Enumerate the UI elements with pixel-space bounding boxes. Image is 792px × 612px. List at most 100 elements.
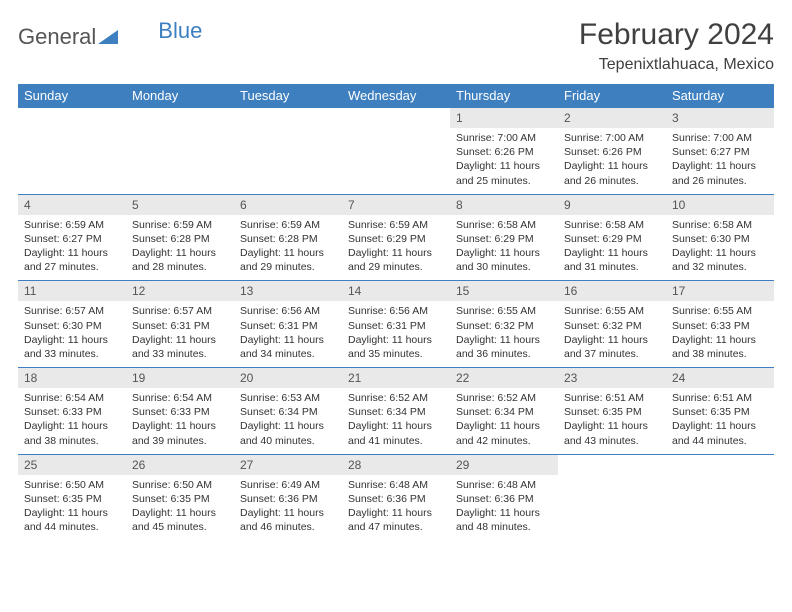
day-info: Sunrise: 6:59 AMSunset: 6:27 PMDaylight:… [18, 215, 126, 281]
calendar-day-cell: 21Sunrise: 6:52 AMSunset: 6:34 PMDayligh… [342, 368, 450, 455]
day-info: Sunrise: 6:50 AMSunset: 6:35 PMDaylight:… [18, 475, 126, 541]
calendar-day-cell: 27Sunrise: 6:49 AMSunset: 6:36 PMDayligh… [234, 454, 342, 540]
day-number: 28 [342, 455, 450, 475]
calendar-day-cell: 12Sunrise: 6:57 AMSunset: 6:31 PMDayligh… [126, 281, 234, 368]
day-number: 22 [450, 368, 558, 388]
day-info: Sunrise: 6:59 AMSunset: 6:28 PMDaylight:… [234, 215, 342, 281]
day-number: 17 [666, 281, 774, 301]
day-number: 9 [558, 195, 666, 215]
day-number: 23 [558, 368, 666, 388]
day-info: Sunrise: 6:51 AMSunset: 6:35 PMDaylight:… [558, 388, 666, 454]
day-number: 3 [666, 108, 774, 128]
day-info: Sunrise: 6:55 AMSunset: 6:32 PMDaylight:… [450, 301, 558, 367]
day-info: Sunrise: 6:57 AMSunset: 6:31 PMDaylight:… [126, 301, 234, 367]
calendar-day-cell: 10Sunrise: 6:58 AMSunset: 6:30 PMDayligh… [666, 194, 774, 281]
day-info: Sunrise: 6:52 AMSunset: 6:34 PMDaylight:… [450, 388, 558, 454]
day-number: 5 [126, 195, 234, 215]
day-number: 16 [558, 281, 666, 301]
calendar-day-cell: 11Sunrise: 6:57 AMSunset: 6:30 PMDayligh… [18, 281, 126, 368]
calendar-day-cell: 6Sunrise: 6:59 AMSunset: 6:28 PMDaylight… [234, 194, 342, 281]
day-info: Sunrise: 6:59 AMSunset: 6:28 PMDaylight:… [126, 215, 234, 281]
day-info: Sunrise: 6:58 AMSunset: 6:29 PMDaylight:… [450, 215, 558, 281]
brand-part2: Blue [158, 18, 202, 44]
calendar-week-row: . . . . 1Sunrise: 7:00 AMSunset: 6:26 PM… [18, 108, 774, 195]
calendar-day-cell: 29Sunrise: 6:48 AMSunset: 6:36 PMDayligh… [450, 454, 558, 540]
day-info: Sunrise: 6:55 AMSunset: 6:33 PMDaylight:… [666, 301, 774, 367]
day-info: Sunrise: 6:51 AMSunset: 6:35 PMDaylight:… [666, 388, 774, 454]
calendar-day-cell: 2Sunrise: 7:00 AMSunset: 6:26 PMDaylight… [558, 108, 666, 195]
calendar-day-cell: 22Sunrise: 6:52 AMSunset: 6:34 PMDayligh… [450, 368, 558, 455]
day-number: 4 [18, 195, 126, 215]
day-number: 20 [234, 368, 342, 388]
calendar-day-cell: 5Sunrise: 6:59 AMSunset: 6:28 PMDaylight… [126, 194, 234, 281]
location-subtitle: Tepenixtlahuaca, Mexico [579, 56, 774, 74]
calendar-day-cell: 19Sunrise: 6:54 AMSunset: 6:33 PMDayligh… [126, 368, 234, 455]
calendar-day-cell: . [18, 108, 126, 195]
calendar-day-cell: 17Sunrise: 6:55 AMSunset: 6:33 PMDayligh… [666, 281, 774, 368]
day-number: 24 [666, 368, 774, 388]
day-number: 8 [450, 195, 558, 215]
day-number: 1 [450, 108, 558, 128]
day-info: Sunrise: 7:00 AMSunset: 6:26 PMDaylight:… [450, 128, 558, 194]
calendar-week-row: 25Sunrise: 6:50 AMSunset: 6:35 PMDayligh… [18, 454, 774, 540]
day-number: 10 [666, 195, 774, 215]
calendar-body: . . . . 1Sunrise: 7:00 AMSunset: 6:26 PM… [18, 108, 774, 541]
header: General Blue February 2024 Tepenixtlahua… [18, 18, 774, 74]
day-info: Sunrise: 6:48 AMSunset: 6:36 PMDaylight:… [342, 475, 450, 541]
day-info: Sunrise: 6:50 AMSunset: 6:35 PMDaylight:… [126, 475, 234, 541]
day-number: 18 [18, 368, 126, 388]
calendar-day-cell: 7Sunrise: 6:59 AMSunset: 6:29 PMDaylight… [342, 194, 450, 281]
calendar-day-cell: 25Sunrise: 6:50 AMSunset: 6:35 PMDayligh… [18, 454, 126, 540]
calendar-table: SundayMondayTuesdayWednesdayThursdayFrid… [18, 84, 774, 540]
calendar-week-row: 4Sunrise: 6:59 AMSunset: 6:27 PMDaylight… [18, 194, 774, 281]
calendar-day-cell: 23Sunrise: 6:51 AMSunset: 6:35 PMDayligh… [558, 368, 666, 455]
calendar-day-cell: 28Sunrise: 6:48 AMSunset: 6:36 PMDayligh… [342, 454, 450, 540]
calendar-day-cell: 8Sunrise: 6:58 AMSunset: 6:29 PMDaylight… [450, 194, 558, 281]
day-number: 14 [342, 281, 450, 301]
calendar-day-cell: 9Sunrise: 6:58 AMSunset: 6:29 PMDaylight… [558, 194, 666, 281]
day-info: Sunrise: 6:59 AMSunset: 6:29 PMDaylight:… [342, 215, 450, 281]
calendar-day-cell: 15Sunrise: 6:55 AMSunset: 6:32 PMDayligh… [450, 281, 558, 368]
weekday-header: Wednesday [342, 84, 450, 108]
page-title: February 2024 [579, 18, 774, 52]
day-info: Sunrise: 6:52 AMSunset: 6:34 PMDaylight:… [342, 388, 450, 454]
day-number: 12 [126, 281, 234, 301]
weekday-header: Friday [558, 84, 666, 108]
day-info: Sunrise: 7:00 AMSunset: 6:27 PMDaylight:… [666, 128, 774, 194]
day-number: 15 [450, 281, 558, 301]
calendar-day-cell: 4Sunrise: 6:59 AMSunset: 6:27 PMDaylight… [18, 194, 126, 281]
day-info: Sunrise: 6:56 AMSunset: 6:31 PMDaylight:… [342, 301, 450, 367]
day-number: 27 [234, 455, 342, 475]
weekday-header: Sunday [18, 84, 126, 108]
calendar-day-cell: 20Sunrise: 6:53 AMSunset: 6:34 PMDayligh… [234, 368, 342, 455]
day-info: Sunrise: 6:54 AMSunset: 6:33 PMDaylight:… [18, 388, 126, 454]
calendar-day-cell: 16Sunrise: 6:55 AMSunset: 6:32 PMDayligh… [558, 281, 666, 368]
weekday-header: Saturday [666, 84, 774, 108]
day-info: Sunrise: 6:56 AMSunset: 6:31 PMDaylight:… [234, 301, 342, 367]
day-info: Sunrise: 6:48 AMSunset: 6:36 PMDaylight:… [450, 475, 558, 541]
calendar-day-cell: 26Sunrise: 6:50 AMSunset: 6:35 PMDayligh… [126, 454, 234, 540]
day-number: 26 [126, 455, 234, 475]
weekday-header: Monday [126, 84, 234, 108]
calendar-day-cell: . [234, 108, 342, 195]
day-info: Sunrise: 6:57 AMSunset: 6:30 PMDaylight:… [18, 301, 126, 367]
calendar-day-cell: . [342, 108, 450, 195]
day-number: 11 [18, 281, 126, 301]
day-number: 6 [234, 195, 342, 215]
calendar-day-cell: 3Sunrise: 7:00 AMSunset: 6:27 PMDaylight… [666, 108, 774, 195]
calendar-day-cell: . [126, 108, 234, 195]
calendar-day-cell: 14Sunrise: 6:56 AMSunset: 6:31 PMDayligh… [342, 281, 450, 368]
weekday-header: Thursday [450, 84, 558, 108]
title-block: February 2024 Tepenixtlahuaca, Mexico [579, 18, 774, 74]
day-number: 29 [450, 455, 558, 475]
calendar-day-cell: 24Sunrise: 6:51 AMSunset: 6:35 PMDayligh… [666, 368, 774, 455]
day-number: 19 [126, 368, 234, 388]
calendar-header-row: SundayMondayTuesdayWednesdayThursdayFrid… [18, 84, 774, 108]
calendar-day-cell: 1Sunrise: 7:00 AMSunset: 6:26 PMDaylight… [450, 108, 558, 195]
day-number: 25 [18, 455, 126, 475]
logo-triangle-icon [98, 24, 118, 50]
calendar-day-cell: . [666, 454, 774, 540]
day-info: Sunrise: 6:55 AMSunset: 6:32 PMDaylight:… [558, 301, 666, 367]
brand-part1: General [18, 24, 96, 50]
weekday-header: Tuesday [234, 84, 342, 108]
